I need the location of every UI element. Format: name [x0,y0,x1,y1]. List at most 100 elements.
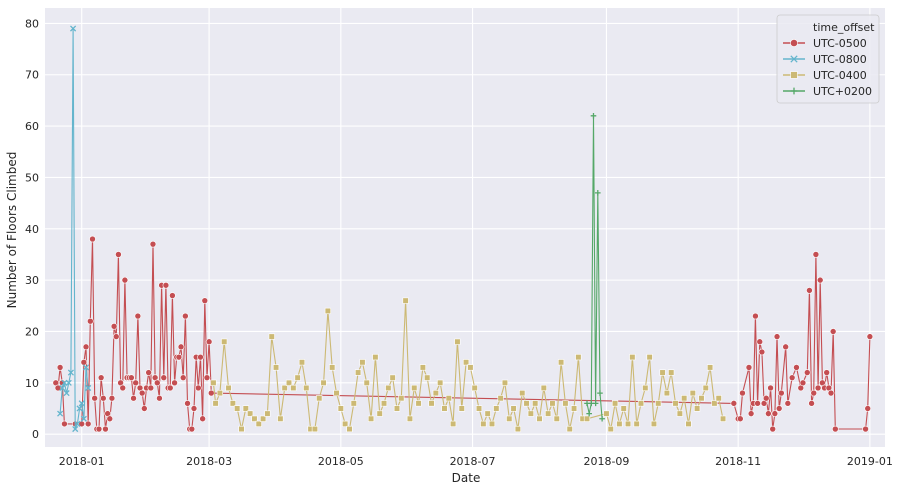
data-point [624,420,632,427]
data-point [320,379,327,386]
data-point [575,354,582,361]
data-point [229,400,236,407]
data-point [816,276,824,284]
data-point [549,400,556,407]
data-point [247,410,254,417]
data-point [147,384,155,392]
data-point [367,415,375,422]
data-point [765,410,772,417]
data-point [82,364,90,371]
data-point [737,415,744,423]
data-point [82,343,90,351]
data-point [63,390,70,397]
data-point [771,410,779,417]
data-point [415,400,422,407]
data-point [523,400,530,407]
data-point [393,405,401,412]
data-point [199,415,206,423]
data-point [570,405,578,412]
data-point [767,384,774,392]
data-point [100,394,107,402]
data-point [681,395,688,402]
data-point [650,420,658,427]
data-point [294,374,301,381]
data-point [775,405,783,412]
data-point [207,389,215,397]
data-point [87,317,94,325]
data-point [115,251,122,258]
y-tick-label: 60 [25,120,39,133]
data-point [711,400,718,407]
legend-entry: UTC-0800 [813,53,867,66]
data-point [812,251,820,258]
plot-background [45,8,885,447]
data-point [272,364,280,371]
data-point [130,394,137,402]
data-point [175,353,183,361]
data-point [149,240,157,248]
data-point [128,374,135,381]
data-point [488,420,496,427]
data-point [242,405,249,412]
data-point [862,425,869,433]
legend-marker [790,71,798,79]
data-point [497,395,504,402]
data-point [97,374,105,381]
data-point [676,410,683,417]
data-point [76,405,83,412]
legend-box [776,14,880,104]
data-point [106,415,114,423]
data-point [754,400,761,407]
data-point [311,425,319,433]
data-point [814,384,822,392]
data-point [337,405,344,412]
data-point [536,415,543,422]
data-point [210,379,217,386]
data-point [553,415,560,422]
data-point [607,425,614,433]
data-point [285,379,293,386]
legend-marker [790,39,798,47]
data-point [324,307,331,315]
plot-area [45,8,885,447]
data-point [398,395,405,402]
series-line [59,28,89,430]
data-point [119,384,127,392]
x-tick-label: 2019-01 [847,455,893,468]
data-point [188,425,196,433]
x-tick-label: 2018-09 [583,455,629,468]
data-point [303,384,310,392]
data-point [702,384,709,392]
data-point [72,425,79,433]
data-point [65,379,72,386]
data-point [655,400,662,407]
data-point [112,333,120,340]
series-utc-0200 [584,113,605,422]
data-point [586,410,592,417]
y-tick-label: 30 [25,274,39,287]
data-point [156,394,163,402]
data-point [758,348,766,356]
data-point [637,400,645,407]
data-point [316,395,323,402]
x-axis: 2018-01 2018-03 2018-05 2018-07 2018-09 2018-… [59,455,893,468]
data-point [745,364,753,371]
data-point [95,425,103,433]
data-point [706,364,714,371]
y-axis-title: Number of Floors Climbed [5,152,19,309]
data-point [67,369,74,376]
data-point [454,338,461,345]
data-point [411,384,418,392]
data-point [216,389,224,397]
x-tick-label: 2018-05 [318,455,364,468]
data-point [372,354,379,361]
data-point [611,400,619,407]
data-point [799,379,807,387]
legend-marker [790,55,798,63]
data-point [162,281,170,289]
data-point [788,374,796,381]
data-point [566,425,573,433]
data-point [769,425,777,433]
data-point [402,297,409,304]
data-point [668,369,675,376]
